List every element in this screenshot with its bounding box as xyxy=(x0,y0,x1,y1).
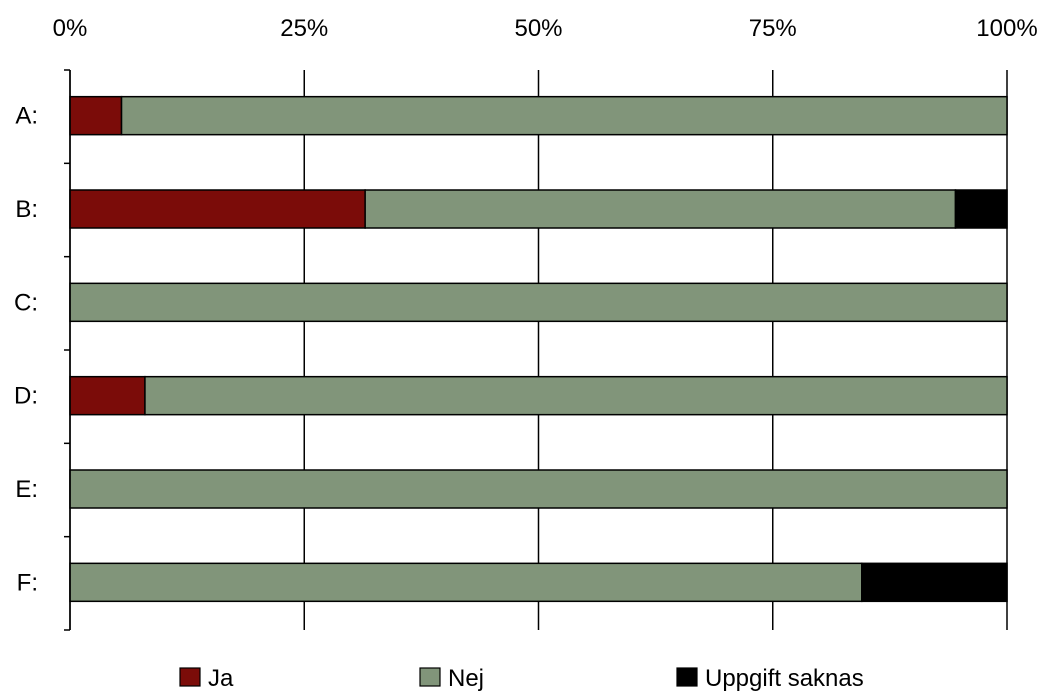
bar-segment-uppgift-saknas xyxy=(861,562,1008,603)
legend-swatch-nej xyxy=(419,667,441,687)
legend: Ja Nej Uppgift saknas xyxy=(179,665,864,692)
bar-segment-nej xyxy=(144,375,1008,416)
bar-segment-nej xyxy=(120,95,1008,136)
category-label: C: xyxy=(14,289,38,316)
bar-segment-nej xyxy=(69,469,1008,509)
legend-swatch-uppgift-saknas xyxy=(676,667,698,687)
axis-labels: 0% 25% 50% 75% 100% A: B: C: D: E: F: xyxy=(14,15,1038,596)
x-tick-label: 100% xyxy=(976,15,1037,42)
category-label: F: xyxy=(17,569,38,596)
category-label: D: xyxy=(14,383,38,410)
legend-label: Uppgift saknas xyxy=(705,665,864,692)
bar-segment-nej xyxy=(69,562,863,603)
bar-segment-nej xyxy=(364,189,957,229)
legend-label: Nej xyxy=(448,665,484,692)
bar-segment-nej xyxy=(69,282,1008,323)
legend-label: Ja xyxy=(208,665,234,692)
category-label: A: xyxy=(15,103,38,130)
bar-segment-ja xyxy=(69,189,366,229)
gridlines xyxy=(69,70,1008,630)
axes xyxy=(64,69,71,631)
bar-segment-ja xyxy=(69,375,146,416)
bar-segment-ja xyxy=(69,95,123,136)
x-tick-label: 25% xyxy=(280,15,328,42)
x-tick-label: 0% xyxy=(53,15,88,42)
legend-swatch-ja xyxy=(179,667,201,687)
x-tick-label: 75% xyxy=(749,15,797,42)
x-tick-label: 50% xyxy=(514,15,562,42)
category-label: B: xyxy=(15,196,38,223)
bar-segments xyxy=(69,95,1008,603)
bar-segment-uppgift-saknas xyxy=(954,189,1008,229)
category-label: E: xyxy=(15,476,38,503)
